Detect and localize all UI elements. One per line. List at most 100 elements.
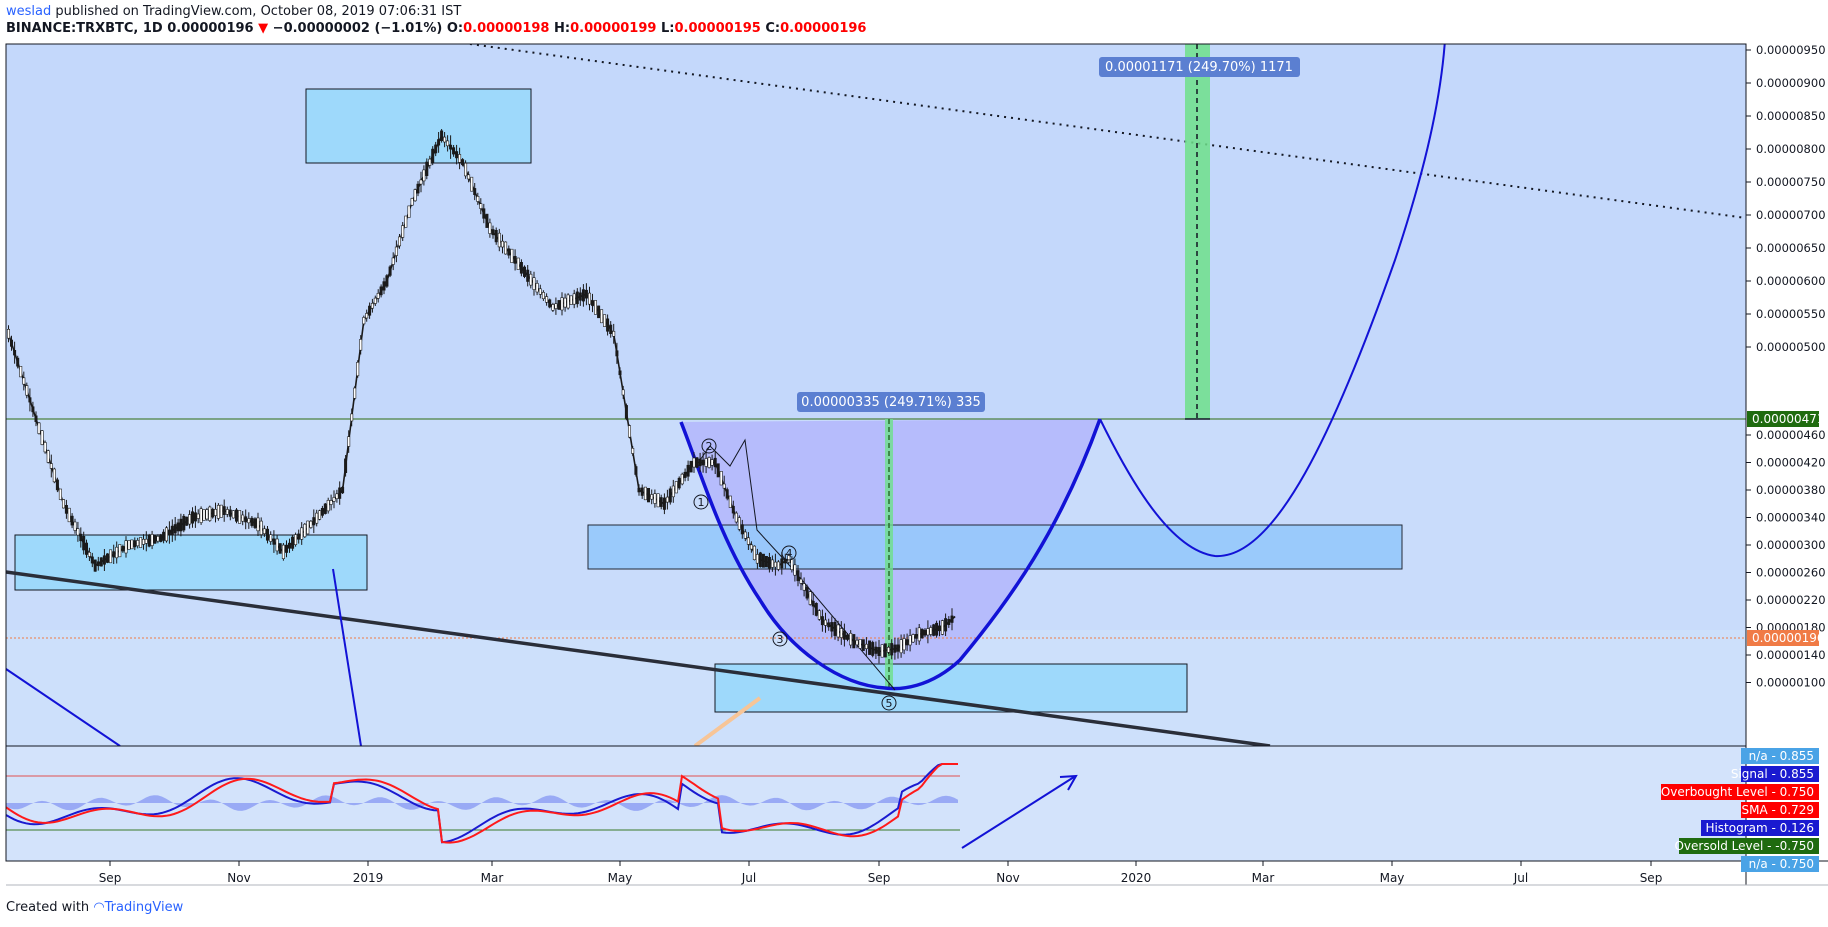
time-axis[interactable]: Sep Nov 2019 Mar May Jul Sep Nov 2020 Mar May Jul Se… xyxy=(99,861,1663,885)
candle-body xyxy=(382,281,386,291)
candle-body xyxy=(504,241,508,255)
candle-body xyxy=(852,634,856,649)
oscillator-signal-line[interactable] xyxy=(6,763,958,844)
candle-body xyxy=(326,499,330,512)
candle-body xyxy=(725,489,729,499)
candle-body xyxy=(606,318,610,332)
candle-body xyxy=(650,494,654,500)
footer-created-text: Created with xyxy=(6,900,90,915)
candle-body xyxy=(868,640,872,655)
candle-body xyxy=(287,542,291,549)
candle-body xyxy=(656,493,660,508)
candle-body xyxy=(485,213,489,228)
candle-body xyxy=(256,517,260,532)
candle-body xyxy=(96,561,100,567)
candle-body xyxy=(376,292,380,299)
candle-body xyxy=(839,628,843,638)
top-zone[interactable] xyxy=(305,88,532,164)
candle-body xyxy=(746,537,750,545)
candle-body xyxy=(538,288,542,295)
price-axis[interactable]: 0.00000950 0.00000900 0.00000850 0.00000800… xyxy=(1746,43,1826,690)
author-link[interactable]: weslad xyxy=(6,4,52,19)
projection-bar[interactable] xyxy=(1185,44,1210,419)
candle-group xyxy=(7,129,954,664)
low-label: L: xyxy=(660,21,675,36)
candle-body xyxy=(805,586,809,599)
candle-body xyxy=(278,543,282,554)
candle-body xyxy=(634,466,638,475)
open-label: O: xyxy=(446,21,464,36)
candle-body xyxy=(510,248,514,263)
candle-body xyxy=(796,570,800,582)
candle-body xyxy=(671,485,675,498)
oscillator-main-line[interactable] xyxy=(6,763,958,844)
candle-body xyxy=(817,610,821,620)
close-value: 0.00000196 xyxy=(780,21,867,36)
candle-body xyxy=(294,534,298,545)
upper-shade xyxy=(6,44,1746,419)
candle-body xyxy=(874,646,878,654)
candle-body xyxy=(93,559,97,572)
measure-2-box[interactable] xyxy=(1099,57,1300,77)
candle-body xyxy=(167,529,171,536)
candle-body xyxy=(185,516,189,526)
candle-body xyxy=(188,514,192,525)
candle-body xyxy=(665,496,669,503)
measure-1-box[interactable] xyxy=(797,392,985,412)
candle-body xyxy=(880,644,884,658)
candle-body xyxy=(87,551,91,557)
candle-body xyxy=(529,273,533,286)
candle-body xyxy=(808,591,812,605)
candle-body xyxy=(902,638,906,651)
candle-body xyxy=(500,240,504,248)
x-tick-label: Nov xyxy=(996,871,1019,885)
candle-body xyxy=(677,477,681,489)
candle-body xyxy=(563,297,567,308)
candle-body xyxy=(680,473,684,485)
projected-curve[interactable] xyxy=(1099,40,1446,558)
candle-body xyxy=(557,300,561,310)
candle-body xyxy=(548,299,552,308)
high-value: 0.00000199 xyxy=(570,21,657,36)
cup-curve[interactable] xyxy=(679,418,1102,691)
candle-body xyxy=(836,624,840,638)
wave-4-label: 4 xyxy=(786,547,793,560)
candle-body xyxy=(440,130,444,142)
candle-body xyxy=(740,524,744,535)
candle-body xyxy=(494,230,498,243)
candle-body xyxy=(668,488,672,503)
candle-body xyxy=(522,266,526,277)
osc-arrow-head xyxy=(1059,774,1078,791)
candle-body xyxy=(303,523,307,538)
candle-body xyxy=(578,292,582,301)
down-arrow-line xyxy=(332,568,362,746)
candle-body xyxy=(124,540,128,554)
candle-body xyxy=(674,481,678,494)
support-trendline[interactable] xyxy=(6,570,1271,746)
candle-body xyxy=(560,297,564,311)
candle-body xyxy=(222,506,226,515)
candle-body xyxy=(476,196,480,202)
candle-body xyxy=(811,600,815,607)
candle-body xyxy=(758,552,762,567)
x-tick-label: Mar xyxy=(1252,871,1275,885)
candle-body xyxy=(46,450,50,463)
candle-body xyxy=(329,500,333,505)
candle-body xyxy=(545,296,549,303)
mid-zone[interactable] xyxy=(587,524,1403,570)
candle-body xyxy=(425,161,429,176)
candle-body xyxy=(554,303,558,309)
bottom-zone[interactable] xyxy=(714,663,1188,713)
publish-line: weslad published on TradingView.com, Oct… xyxy=(6,4,461,19)
candle-body xyxy=(932,624,936,636)
wave-2-label: 2 xyxy=(706,440,713,453)
tradingview-logo-icon[interactable]: ◠ xyxy=(93,900,105,915)
candle-body xyxy=(593,300,597,315)
osc-legend-item xyxy=(1679,838,1819,854)
candle-body xyxy=(731,505,735,514)
candle-body xyxy=(394,246,398,256)
candle-body xyxy=(7,328,11,339)
footer-brand-link[interactable]: TradingView xyxy=(104,900,184,915)
candle-body xyxy=(937,625,941,632)
